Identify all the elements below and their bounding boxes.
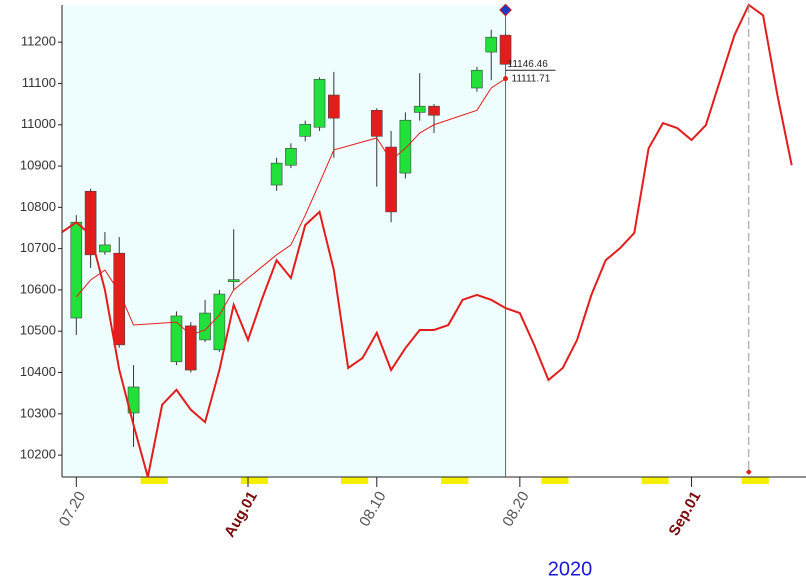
candle-body <box>485 36 498 53</box>
candle-body <box>270 162 283 186</box>
weekend-marker <box>140 477 168 484</box>
peak-marker <box>745 469 752 475</box>
y-tick-label: 10900 <box>20 157 56 172</box>
y-tick-label: 10600 <box>20 281 56 296</box>
candle-body <box>499 34 512 65</box>
y-tick-label: 11000 <box>21 116 56 131</box>
candle-body <box>184 325 197 371</box>
candle-body <box>428 105 440 116</box>
weekend-marker <box>541 477 569 484</box>
y-tick-label: 10300 <box>20 405 56 420</box>
y-tick-label: 10800 <box>20 199 56 214</box>
moving-average-line <box>75 78 506 336</box>
y-tick-label: 11200 <box>21 34 56 49</box>
y-tick-label: 10500 <box>20 323 56 338</box>
y-tick-label: 10200 <box>20 447 56 462</box>
candle-body <box>170 315 183 363</box>
year-label: 2020 <box>548 558 593 580</box>
weekend-marker <box>641 477 669 484</box>
candle-body <box>385 146 397 213</box>
candle-body <box>70 221 83 319</box>
candle-body <box>471 69 483 89</box>
y-tick-label: 10700 <box>20 240 56 255</box>
weekend-marker <box>441 477 469 484</box>
ma-label: 11111.71 <box>512 73 551 84</box>
candle-body <box>285 147 297 166</box>
candle-body <box>113 252 126 346</box>
candle-body <box>370 110 383 137</box>
weekend-marker <box>741 477 769 484</box>
close-label: 11146.46 <box>508 59 549 70</box>
ma-last-dot <box>503 76 509 82</box>
projection-line <box>61 3 793 478</box>
x-tick-label: 07.20 <box>56 488 89 529</box>
candle-body <box>99 244 111 253</box>
candle-body <box>399 119 412 174</box>
weekend-marker <box>341 477 369 484</box>
x-tick-label: 08.10 <box>356 488 389 529</box>
candle-body <box>84 190 97 256</box>
candle-body <box>213 293 226 351</box>
y-tick-label: 11100 <box>22 75 56 90</box>
candle-body <box>199 312 211 341</box>
candle-body <box>227 279 240 282</box>
candle-body <box>313 79 326 128</box>
x-tick-label: Sep.01 <box>666 488 705 538</box>
y-tick-label: 10400 <box>20 364 56 379</box>
candle-body <box>299 124 312 137</box>
candle-body <box>413 105 426 113</box>
x-tick-label: Aug.01 <box>221 488 261 540</box>
candle-body <box>328 94 340 119</box>
weekend-marker <box>240 477 269 484</box>
x-tick-label: 08.20 <box>499 488 532 529</box>
top-diamond <box>499 3 512 17</box>
